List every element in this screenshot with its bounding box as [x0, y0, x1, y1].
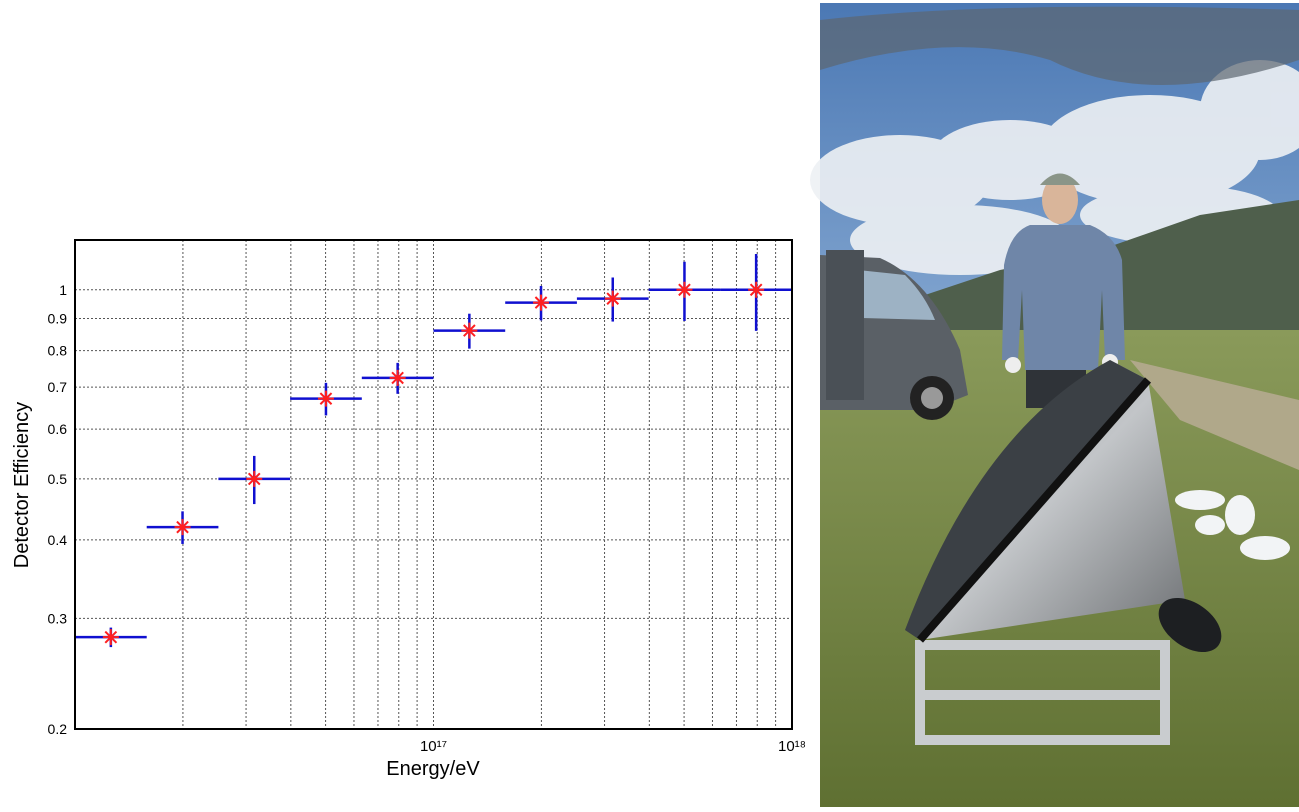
marker — [389, 369, 406, 386]
bags — [1175, 490, 1290, 560]
y-tick-label: 0.5 — [48, 471, 68, 487]
marker — [676, 281, 693, 298]
y-tick-label: 0.3 — [48, 610, 68, 626]
marker — [533, 294, 550, 311]
y-tick-label: 0.4 — [48, 532, 68, 548]
marker — [317, 390, 334, 407]
y-tick-label: 0.2 — [48, 721, 68, 737]
y-tick-label: 0.6 — [48, 421, 68, 437]
y-tick-label: 0.9 — [48, 311, 68, 327]
van — [820, 250, 968, 420]
detector — [905, 360, 1222, 745]
x-tick-label: 10¹⁷ — [420, 738, 447, 755]
y-tick-label: 0.7 — [48, 379, 68, 395]
marker — [174, 519, 191, 536]
plot-frame — [74, 239, 793, 730]
marker — [461, 322, 478, 339]
x-tick-label: 10¹⁸ — [778, 738, 806, 755]
chart: 0.2 0.3 0.4 0.5 0.6 0.7 0.8 0.9 1 10¹⁷ 10¹⁸ — [48, 240, 806, 755]
y-tick-label: 0.8 — [48, 343, 68, 359]
marker — [246, 470, 263, 487]
photo — [810, 3, 1299, 807]
marker — [604, 290, 621, 307]
x-axis-label: Energy/eV — [386, 758, 480, 780]
y-axis-label: Detector Efficiency — [11, 402, 33, 568]
marker — [748, 281, 765, 298]
y-tick-label: 1 — [59, 282, 67, 298]
marker — [102, 629, 119, 646]
